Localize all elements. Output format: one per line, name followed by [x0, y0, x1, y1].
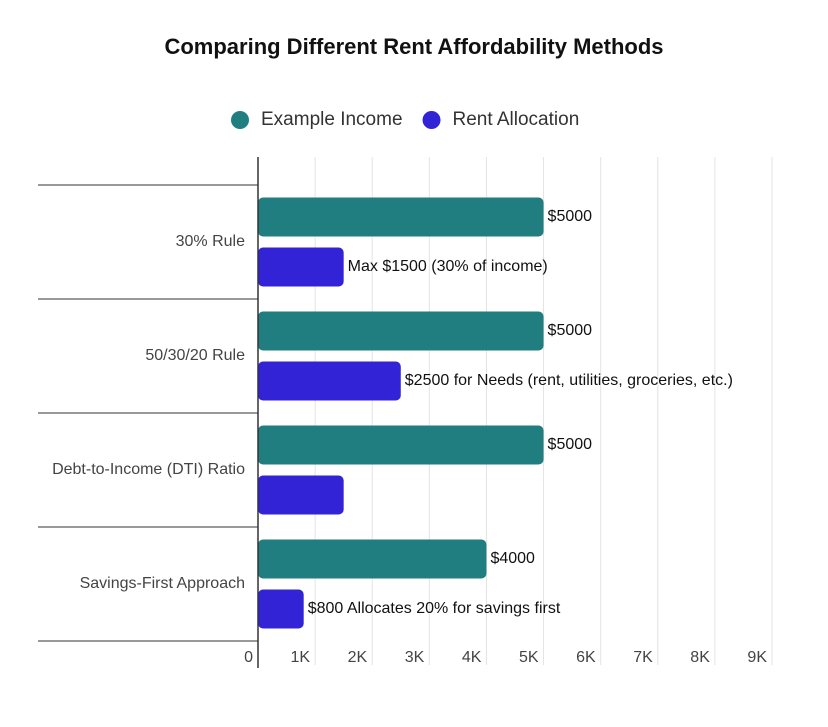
value-label: $5000 — [548, 208, 593, 225]
bar — [258, 475, 344, 515]
x-tick-label: 5K — [519, 649, 539, 666]
bar — [258, 247, 344, 287]
y-tick-label: 30% Rule — [176, 233, 245, 250]
value-label: Max $1500 (30% of income) — [348, 258, 548, 275]
x-tick-label: 0 — [244, 649, 253, 666]
value-label: $5000 — [548, 436, 593, 453]
x-tick-label: 1K — [291, 649, 311, 666]
y-tick-label: Debt-to-Income (DTI) Ratio — [52, 461, 245, 478]
x-tick-label: 6K — [576, 649, 596, 666]
bar — [258, 311, 544, 351]
bar — [258, 539, 487, 579]
value-label: $2500 for Needs (rent, utilities, grocer… — [405, 372, 733, 389]
legend-marker — [422, 111, 441, 129]
x-tick-label: 8K — [690, 649, 710, 666]
x-tick-label: 7K — [633, 649, 653, 666]
value-label: $4000 — [490, 550, 535, 567]
bar — [258, 197, 544, 237]
bar — [258, 361, 401, 401]
y-tick-label: 50/30/20 Rule — [145, 347, 245, 364]
x-tick-label: 9K — [747, 649, 767, 666]
x-tick-label: 2K — [348, 649, 368, 666]
legend-label: Rent Allocation — [453, 109, 580, 130]
bar — [258, 589, 304, 629]
legend-marker — [231, 111, 249, 129]
bar — [258, 425, 544, 465]
value-label: $5000 — [548, 322, 593, 339]
legend-label: Example Income — [261, 109, 403, 130]
chart-title: Comparing Different Rent Affordability M… — [164, 34, 663, 59]
y-tick-label: Savings-First Approach — [80, 575, 245, 592]
x-tick-label: 3K — [405, 649, 425, 666]
x-tick-label: 4K — [462, 649, 482, 666]
value-label: $800 Allocates 20% for savings first — [308, 600, 561, 617]
